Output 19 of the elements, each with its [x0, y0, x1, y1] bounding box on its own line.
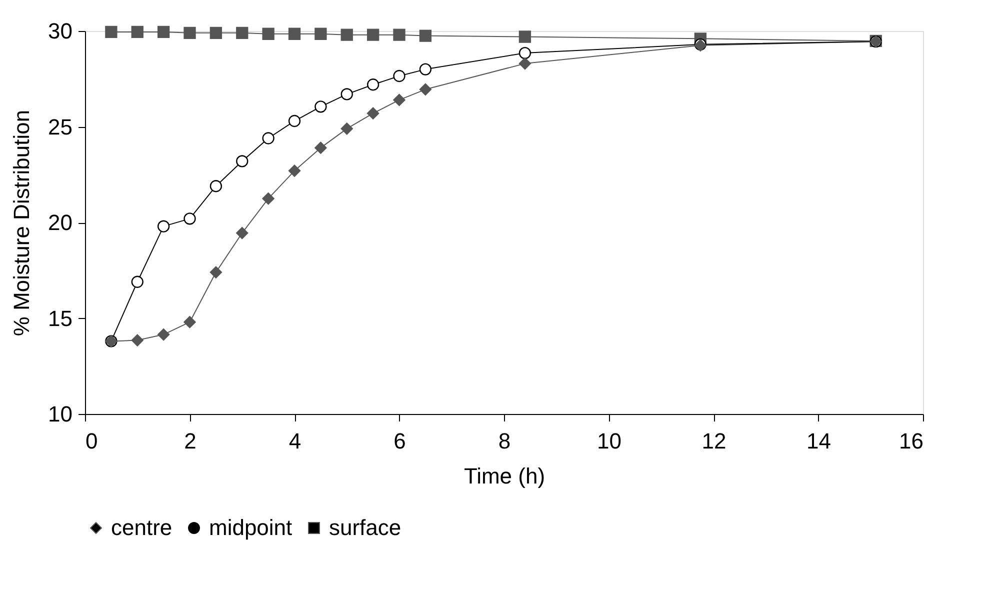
y-tick-label: 25: [48, 114, 72, 140]
x-tick-label: 16: [899, 428, 924, 454]
y-tick-label: 30: [48, 18, 72, 44]
y-tick-label: 10: [48, 402, 72, 426]
y-tick-label: 15: [48, 306, 72, 331]
x-axis-title: Time (h): [464, 464, 546, 488]
x-tick-label: 0: [86, 428, 98, 454]
x-tick-label: 4: [288, 428, 302, 454]
y-tick-label: 20: [48, 210, 72, 235]
x-tick-label: 14: [806, 428, 831, 454]
legend-label: midpoint: [209, 515, 292, 540]
x-tick-label: 6: [394, 428, 406, 454]
x-tick-label: 2: [184, 428, 196, 454]
x-tick-label: 12: [702, 428, 726, 454]
legend-label: surface: [329, 515, 402, 540]
x-tick-label: 10: [597, 428, 622, 454]
legend-label: centre: [111, 515, 172, 540]
y-axis-title: % Moisture Distribution: [9, 110, 34, 336]
x-tick-label: 8: [498, 428, 511, 454]
